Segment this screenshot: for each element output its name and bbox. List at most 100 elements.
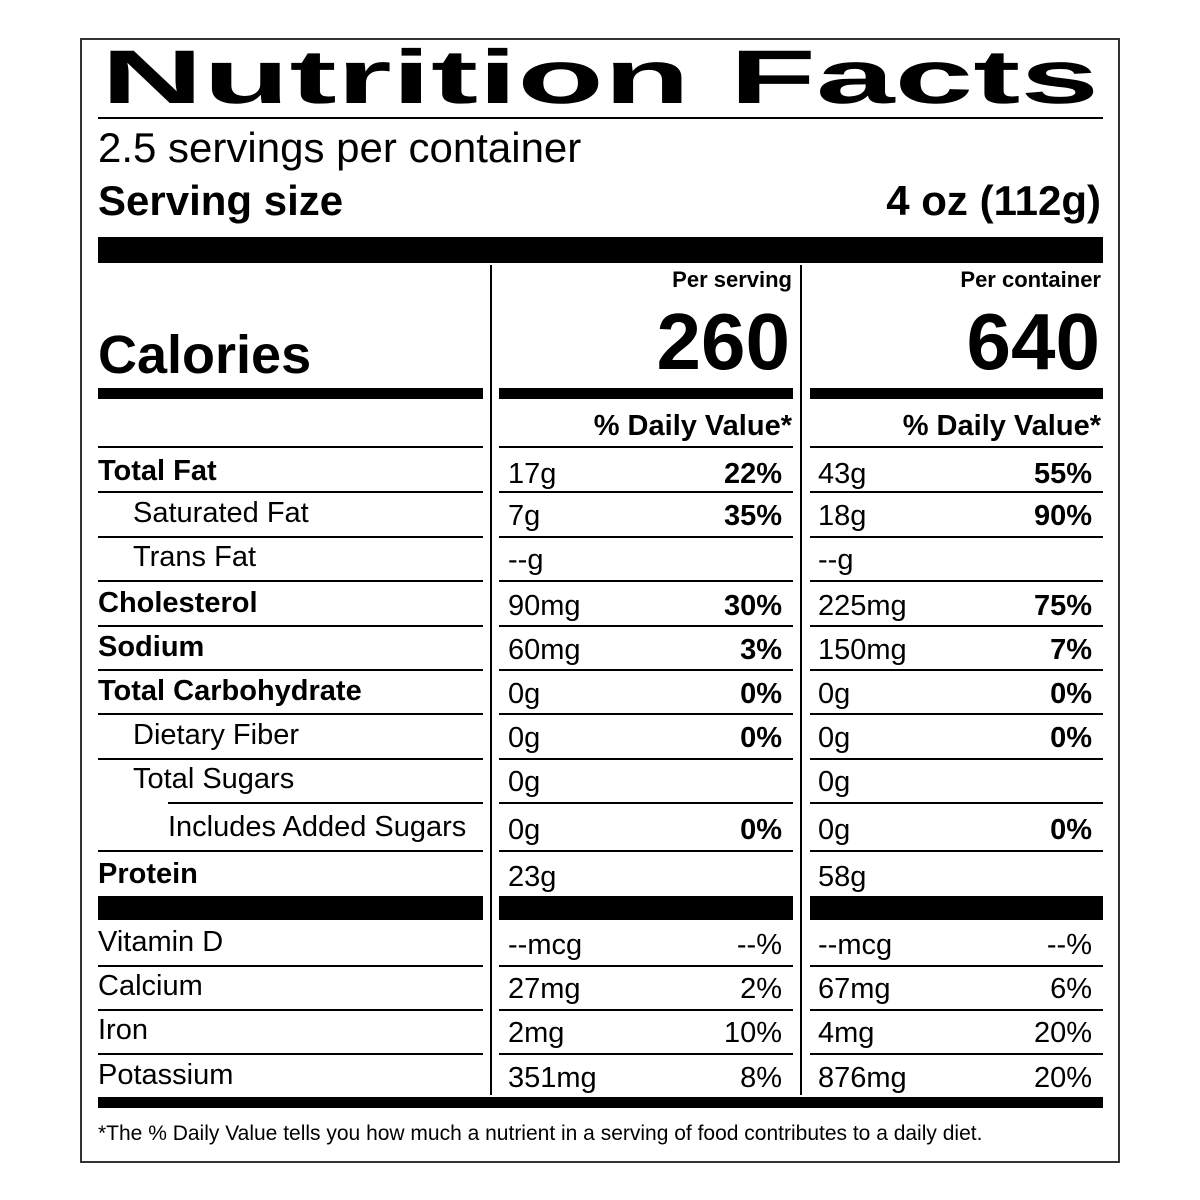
- serving-size: 4 oz (112g): [886, 177, 1101, 224]
- nutrient-name: Includes Added Sugars: [168, 811, 466, 843]
- amount: 4mg: [818, 1017, 874, 1049]
- thick-bar: [98, 237, 1103, 263]
- daily-value: 90%: [1034, 500, 1092, 532]
- serving-size-label: Serving size: [98, 177, 343, 224]
- rule: [499, 580, 793, 582]
- amount: --mcg: [818, 929, 892, 961]
- amount: 90mg: [508, 590, 581, 622]
- rule: [499, 536, 793, 538]
- amount: 23g: [508, 861, 556, 893]
- daily-value: 0%: [1050, 678, 1092, 710]
- calories-label: Calories: [98, 325, 311, 385]
- amount: 17g: [508, 458, 556, 490]
- rule: [98, 1053, 483, 1055]
- amount: 876mg: [818, 1062, 907, 1094]
- amount: 27mg: [508, 973, 581, 1005]
- footnote: *The % Daily Value tells you how much a …: [98, 1122, 982, 1145]
- rule: [98, 491, 483, 493]
- rule: [810, 713, 1103, 715]
- rule: [499, 491, 793, 493]
- daily-value: 8%: [740, 1062, 782, 1094]
- nutrient-name: Protein: [98, 858, 198, 890]
- rule: [499, 1053, 793, 1055]
- rule: [98, 758, 483, 760]
- rule: [499, 669, 793, 671]
- rule: [499, 625, 793, 627]
- amount: 7g: [508, 500, 540, 532]
- rule: [98, 669, 483, 671]
- nutrient-name: Total Sugars: [133, 763, 294, 795]
- amount: 2mg: [508, 1017, 564, 1049]
- rule: [499, 850, 793, 852]
- rule: [810, 491, 1103, 493]
- amount: 58g: [818, 861, 866, 893]
- daily-value: 75%: [1034, 590, 1092, 622]
- rule: [499, 1009, 793, 1011]
- label-border: [80, 38, 1120, 1163]
- column-divider: [800, 265, 802, 1095]
- rule: [810, 802, 1103, 804]
- daily-value: --%: [737, 929, 782, 961]
- daily-value: 3%: [740, 634, 782, 666]
- rule: [810, 850, 1103, 852]
- nutrient-name: Potassium: [98, 1059, 233, 1091]
- dv-header: % Daily Value*: [594, 410, 793, 442]
- nutrient-name: Iron: [98, 1014, 148, 1046]
- daily-value: --%: [1047, 929, 1092, 961]
- daily-value: 20%: [1034, 1017, 1092, 1049]
- daily-value: 6%: [1050, 973, 1092, 1005]
- amount: 0g: [818, 766, 850, 798]
- rule: [499, 802, 793, 804]
- daily-value: 0%: [1050, 814, 1092, 846]
- column-header: Per serving: [672, 267, 792, 292]
- nutrient-name: Total Carbohydrate: [98, 675, 362, 707]
- bar: [98, 896, 483, 920]
- rule: [98, 625, 483, 627]
- bar: [810, 896, 1103, 920]
- bar: [98, 388, 483, 399]
- nutrient-name: Calcium: [98, 970, 203, 1002]
- nutrient-name: Vitamin D: [98, 926, 223, 958]
- column-header: Per container: [960, 267, 1101, 292]
- rule: [810, 965, 1103, 967]
- title: Nutrition Facts: [101, 35, 1099, 120]
- daily-value: 0%: [740, 814, 782, 846]
- calories-value: 640: [967, 297, 1100, 386]
- daily-value: 2%: [740, 973, 782, 1005]
- rule: [810, 669, 1103, 671]
- rule: [499, 446, 793, 448]
- amount: 0g: [818, 814, 850, 846]
- amount: 150mg: [818, 634, 907, 666]
- amount: --mcg: [508, 929, 582, 961]
- rule: [98, 446, 483, 448]
- rule: [98, 850, 483, 852]
- amount: 0g: [818, 722, 850, 754]
- dv-header: % Daily Value*: [903, 410, 1102, 442]
- rule: [98, 1009, 483, 1011]
- amount: 0g: [508, 678, 540, 710]
- nutrient-name: Saturated Fat: [133, 497, 309, 529]
- rule: [499, 758, 793, 760]
- bar: [98, 1097, 1103, 1108]
- column-divider: [490, 265, 492, 1095]
- amount: 18g: [818, 500, 866, 532]
- nutrient-name: Cholesterol: [98, 587, 258, 619]
- daily-value: 22%: [724, 458, 782, 490]
- daily-value: 55%: [1034, 458, 1092, 490]
- rule: [810, 1009, 1103, 1011]
- rule: [98, 536, 483, 538]
- rule: [168, 802, 483, 804]
- nutrient-name: Total Fat: [98, 455, 217, 487]
- amount: --g: [508, 544, 543, 576]
- amount: 67mg: [818, 973, 891, 1005]
- amount: 60mg: [508, 634, 581, 666]
- rule: [499, 965, 793, 967]
- daily-value: 0%: [740, 722, 782, 754]
- nutrient-name: Sodium: [98, 631, 204, 663]
- daily-value: 10%: [724, 1017, 782, 1049]
- rule: [810, 446, 1103, 448]
- daily-value: 20%: [1034, 1062, 1092, 1094]
- rule: [810, 1053, 1103, 1055]
- daily-value: 30%: [724, 590, 782, 622]
